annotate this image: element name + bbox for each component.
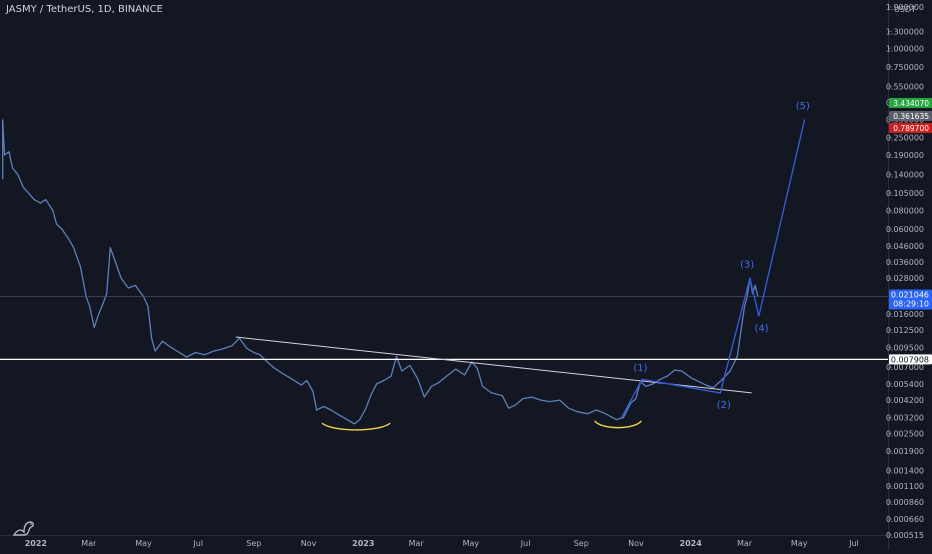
time-tick-label: Jul [192,539,203,548]
price-badge-label: 0.361635 [893,112,929,121]
price-tick-label: 0.190000 [886,151,924,160]
time-tick-label: Jul [520,539,531,548]
time-tick-label: Nov [628,539,644,548]
price-tick-label: 0.028000 [886,274,924,283]
time-tick-label: 2024 [680,539,703,548]
elliott-wave-path [620,119,806,418]
price-tick-label: 0.060000 [886,225,924,234]
price-tick-label: 0.000860 [886,498,924,507]
price-tick-label: 0.105000 [886,189,924,198]
price-tick-label: 0.001900 [886,447,924,456]
price-badge [889,111,932,121]
price-series-line [2,119,759,425]
price-tick-label: 0.007000 [886,363,924,372]
price-tick-label: 0.750000 [886,63,924,72]
last-price-badge [889,289,932,310]
price-tick-label: 0.140000 [886,171,924,180]
price-badge [889,98,932,108]
price-tick-label: 0.003200 [886,414,924,423]
time-tick-label: Nov [301,539,317,548]
time-tick-label: May [135,539,152,548]
price-badge-label: 0.789700 [893,124,929,133]
time-tick-label: Mar [409,539,425,548]
time-tick-label: May [791,539,808,548]
currency-label: USDT [894,5,916,14]
last-price-value: 0.021046 [891,290,929,299]
wave-label: (2) [717,400,731,411]
price-tick-label: 0.002500 [886,429,924,438]
price-badge [889,123,932,133]
hline-price-value: 0.007908 [891,355,929,364]
price-tick-label: 0.016000 [886,310,924,319]
hline-price-badge [889,354,932,365]
price-tick-label: 0.550000 [886,83,924,92]
price-tick-label: 0.080000 [886,207,924,216]
price-tick-label: 0.001100 [886,482,924,491]
price-tick-label: 0.005400 [886,380,924,389]
price-tick-label: 0.046000 [886,242,924,251]
price-tick-label: 0.001400 [886,467,924,476]
wave-label: (1) [633,363,647,374]
wave-label: (5) [796,101,810,112]
time-tick-label: May [463,539,480,548]
price-badge-label: 3.434070 [893,99,929,108]
price-tick-label: 1.000000 [886,44,924,53]
price-tick-label: 0.009500 [886,344,924,353]
time-tick-label: Sep [574,539,589,548]
time-tick-label: Mar [81,539,97,548]
chart-title: JASMY / TetherUS, 1D, BINANCE [6,4,163,15]
base-arc [594,420,642,429]
time-tick-label: Sep [246,539,261,548]
time-tick-label: 2022 [25,539,47,548]
price-tick-label: 0.036000 [886,258,924,267]
wave-label: (3) [740,260,754,271]
time-tick-label: 2023 [352,539,374,548]
price-tick-label: 1.900000 [886,3,924,12]
price-tick-label: 1.300000 [886,27,924,36]
price-tick-label: 0.250000 [886,133,924,142]
price-tick-label: 0.004200 [886,396,924,405]
time-tick-label: Jul [848,539,859,548]
wave-label: (4) [754,324,768,335]
base-arc [321,422,391,431]
price-tick-label: 0.000515 [886,531,924,540]
price-tick-label: 0.000660 [886,515,924,524]
tradingview-logo-icon [12,521,34,536]
time-tick-label: Mar [737,539,753,548]
countdown-timer: 08:29:10 [893,299,929,308]
price-tick-label: 0.012500 [886,326,924,335]
